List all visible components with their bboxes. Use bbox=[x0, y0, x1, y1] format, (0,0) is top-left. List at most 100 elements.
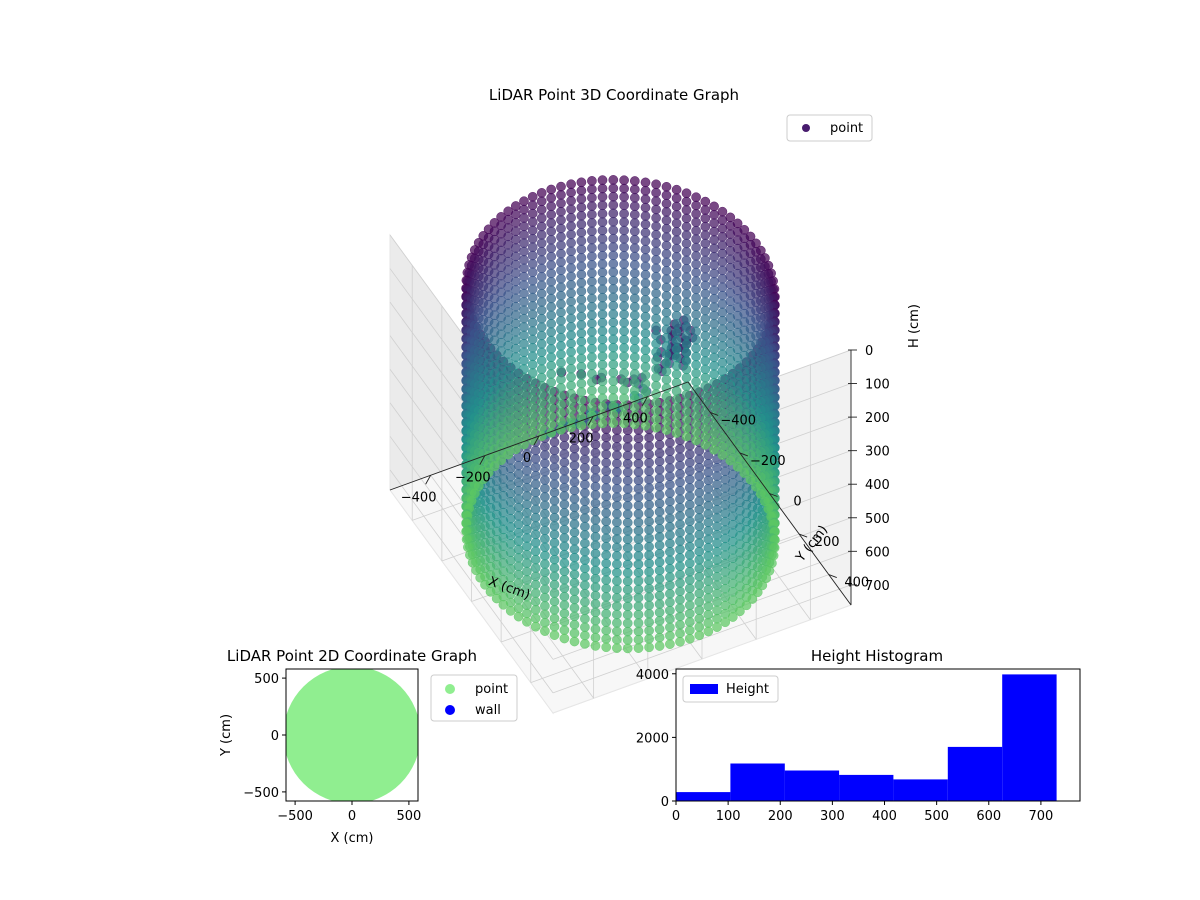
data-point bbox=[510, 360, 521, 371]
data-point bbox=[612, 534, 622, 544]
data-point bbox=[694, 496, 705, 506]
data-point bbox=[681, 305, 692, 316]
data-point bbox=[619, 317, 629, 328]
data-point bbox=[661, 240, 672, 251]
data-point bbox=[608, 225, 619, 235]
data-point bbox=[601, 508, 612, 518]
data-point bbox=[709, 201, 719, 212]
histogram-bar bbox=[839, 774, 894, 801]
data-point bbox=[546, 419, 557, 430]
data-point bbox=[691, 301, 701, 312]
data-point bbox=[630, 201, 640, 211]
data-point bbox=[661, 232, 672, 242]
data-point bbox=[601, 441, 612, 451]
data-point bbox=[566, 246, 576, 257]
data-point bbox=[694, 546, 705, 557]
data-point bbox=[654, 599, 665, 609]
data-point bbox=[536, 263, 547, 274]
data-point bbox=[675, 485, 685, 496]
data-point bbox=[566, 179, 576, 189]
data-point bbox=[665, 538, 675, 549]
data-point bbox=[601, 466, 612, 476]
data-point bbox=[540, 466, 550, 477]
data-point bbox=[522, 465, 532, 476]
data-point bbox=[576, 387, 587, 397]
data-point bbox=[530, 496, 541, 506]
data-point bbox=[640, 328, 651, 339]
data-point bbox=[700, 263, 711, 274]
data-point bbox=[556, 332, 566, 343]
data-point bbox=[630, 327, 640, 337]
data-point bbox=[569, 611, 580, 622]
data-point bbox=[619, 359, 629, 370]
data-point bbox=[741, 600, 752, 611]
data-point bbox=[601, 600, 612, 611]
axis-x-tick bbox=[587, 416, 594, 426]
data-point bbox=[522, 566, 532, 577]
data-point bbox=[651, 347, 661, 357]
data-point bbox=[654, 574, 665, 584]
data-point bbox=[513, 611, 524, 622]
data-point bbox=[540, 525, 550, 536]
data-point bbox=[644, 609, 654, 619]
data-point bbox=[530, 445, 541, 456]
data-point bbox=[709, 243, 719, 254]
data-point bbox=[580, 605, 590, 616]
data-point bbox=[661, 316, 672, 326]
data-point bbox=[622, 601, 633, 612]
data-point bbox=[536, 389, 547, 400]
data-point bbox=[556, 206, 566, 217]
data-point bbox=[522, 533, 532, 543]
data-point bbox=[654, 565, 665, 576]
chart-2d-xtick-label: 500 bbox=[396, 809, 421, 824]
data-point bbox=[671, 268, 682, 279]
data-point bbox=[681, 339, 692, 350]
data-point bbox=[608, 233, 619, 244]
data-point bbox=[530, 605, 541, 615]
data-point bbox=[671, 344, 682, 354]
data-point bbox=[549, 445, 560, 456]
data-point bbox=[681, 205, 692, 215]
data-point bbox=[619, 242, 629, 253]
data-point bbox=[630, 310, 640, 321]
data-point bbox=[640, 177, 651, 188]
data-point bbox=[681, 289, 692, 299]
data-point bbox=[685, 566, 695, 577]
data-point bbox=[519, 322, 529, 332]
data-point bbox=[671, 394, 682, 405]
data-point bbox=[527, 334, 538, 345]
data-point bbox=[717, 341, 728, 351]
data-point bbox=[608, 300, 619, 311]
data-point bbox=[717, 399, 728, 410]
data-point bbox=[700, 389, 711, 400]
data-point bbox=[717, 374, 728, 385]
data-point bbox=[536, 204, 547, 215]
data-point bbox=[540, 508, 550, 519]
histogram-ytick-label: 2000 bbox=[636, 731, 669, 746]
data-point bbox=[566, 405, 576, 416]
data-point bbox=[709, 369, 719, 380]
data-point bbox=[654, 498, 665, 509]
data-point bbox=[608, 334, 619, 345]
data-point bbox=[569, 561, 580, 571]
data-point bbox=[681, 398, 692, 408]
data-point bbox=[576, 395, 587, 406]
data-point bbox=[546, 402, 557, 413]
data-point bbox=[735, 606, 745, 617]
data-point bbox=[712, 530, 722, 540]
data-point bbox=[661, 358, 672, 368]
data-point bbox=[510, 402, 521, 413]
data-point bbox=[530, 479, 541, 489]
data-point bbox=[527, 376, 538, 387]
data-point bbox=[685, 482, 695, 493]
data-point bbox=[546, 360, 557, 371]
axis-y-tick-label: 400 bbox=[844, 576, 869, 591]
data-point bbox=[527, 292, 538, 303]
data-point bbox=[559, 541, 570, 552]
data-point bbox=[519, 380, 529, 391]
data-point bbox=[694, 487, 705, 498]
data-point bbox=[622, 500, 633, 511]
data-point bbox=[519, 263, 529, 274]
data-point bbox=[536, 305, 547, 316]
histogram-bars bbox=[676, 674, 1057, 801]
